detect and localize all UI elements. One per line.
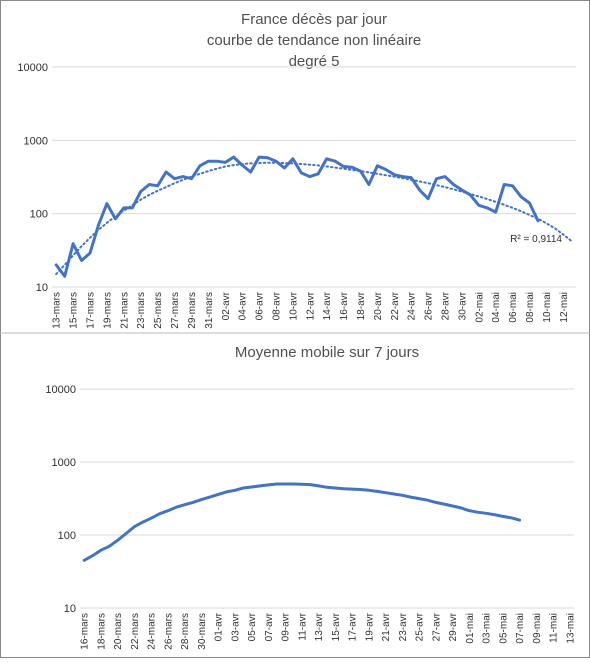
x-tick-label: 23-avr [398,612,409,641]
x-tick-label: 24-mars [147,613,158,650]
x-tick-label: 15-avr [331,612,342,641]
data-line [82,482,522,562]
x-tick-label: 13-mars [52,292,63,329]
chart-title: degré 5 [289,53,340,70]
x-tick-label: 01-mai [465,613,476,644]
x-tick-label: 23-mars [136,292,147,329]
y-tick-label: 10 [64,603,76,615]
x-tick-label: 27-avr [431,612,442,641]
x-tick-label: 02-mai [474,292,485,323]
y-tick-label: 10000 [17,62,48,74]
x-tick-label: 03-avr [230,612,241,641]
x-tick-label: 18-mars [96,613,107,650]
x-tick-label: 28-mars [180,613,191,650]
x-tick-label: 24-avr [407,291,418,320]
x-tick-label: 29-mars [187,292,198,329]
trend-line [55,161,573,276]
y-tick-label: 10 [36,282,48,294]
x-tick-label: 15-mars [69,292,80,329]
x-tick-label: 30-mars [197,613,208,650]
x-tick-label: 27-mars [170,292,181,329]
x-tick-label: 01-avr [214,612,225,641]
y-tick-label: 1000 [24,135,48,147]
x-tick-label: 03-mai [482,613,493,644]
x-tick-label: 22-avr [390,291,401,320]
x-tick-label: 17-mars [86,292,97,329]
y-tick-label: 1000 [52,457,76,469]
x-tick-label: 18-avr [356,291,367,320]
x-tick-label: 10-mai [542,292,553,323]
x-tick-label: 09-avr [281,612,292,641]
x-tick-label: 07-avr [264,612,275,641]
x-tick-label: 14-avr [322,291,333,320]
x-tick-label: 02-avr [221,291,232,320]
x-tick-label: 16-avr [339,291,350,320]
x-tick-label: 19-avr [364,612,375,641]
x-tick-label: 17-avr [348,612,359,641]
x-tick-label: 30-avr [457,291,468,320]
x-tick-label: 13-mai [565,613,576,644]
x-tick-label: 25-avr [415,612,426,641]
chart-title: Moyenne mobile sur 7 jours [235,344,419,361]
x-tick-label: 09-mai [532,613,543,644]
x-tick-label: 21-mars [119,292,130,329]
y-tick-label: 100 [30,209,48,221]
x-tick-label: 28-avr [441,291,452,320]
x-tick-label: 06-avr [255,291,266,320]
chart-title: France décès par jour [241,11,387,28]
data-line [54,155,540,278]
x-tick-label: 11-mai [549,613,560,643]
x-tick-label: 31-mars [204,292,215,329]
x-tick-label: 06-mai [508,292,519,323]
x-tick-label: 26-avr [424,291,435,320]
x-tick-label: 20-mars [113,613,124,650]
x-tick-label: 08-avr [271,291,282,320]
x-tick-label: 04-avr [238,291,249,320]
x-tick-label: 10-avr [288,291,299,320]
x-tick-label: 07-mai [515,613,526,644]
x-tick-label: 05-mai [498,613,509,644]
y-tick-label: 100 [58,530,76,542]
x-tick-label: 11-avr [297,612,308,640]
chart-title: courbe de tendance non linéaire [207,32,421,49]
x-tick-label: 16-mars [80,613,91,650]
x-tick-label: 20-avr [373,291,384,320]
x-tick-label: 05-avr [247,612,258,641]
x-tick-label: 13-avr [314,612,325,641]
x-tick-label: 21-avr [381,612,392,641]
x-tick-label: 12-avr [305,291,316,320]
x-tick-label: 25-mars [153,292,164,329]
x-tick-label: 29-avr [448,612,459,641]
x-tick-label: 22-mars [130,613,141,650]
x-tick-label: 04-mai [491,292,502,323]
x-tick-label: 08-mai [525,292,536,323]
y-tick-label: 10000 [45,384,76,396]
annotation: R² = 0,9114 [510,234,562,245]
x-tick-label: 12-mai [559,292,570,323]
x-tick-label: 19-mars [102,292,113,329]
x-tick-label: 26-mars [163,613,174,650]
